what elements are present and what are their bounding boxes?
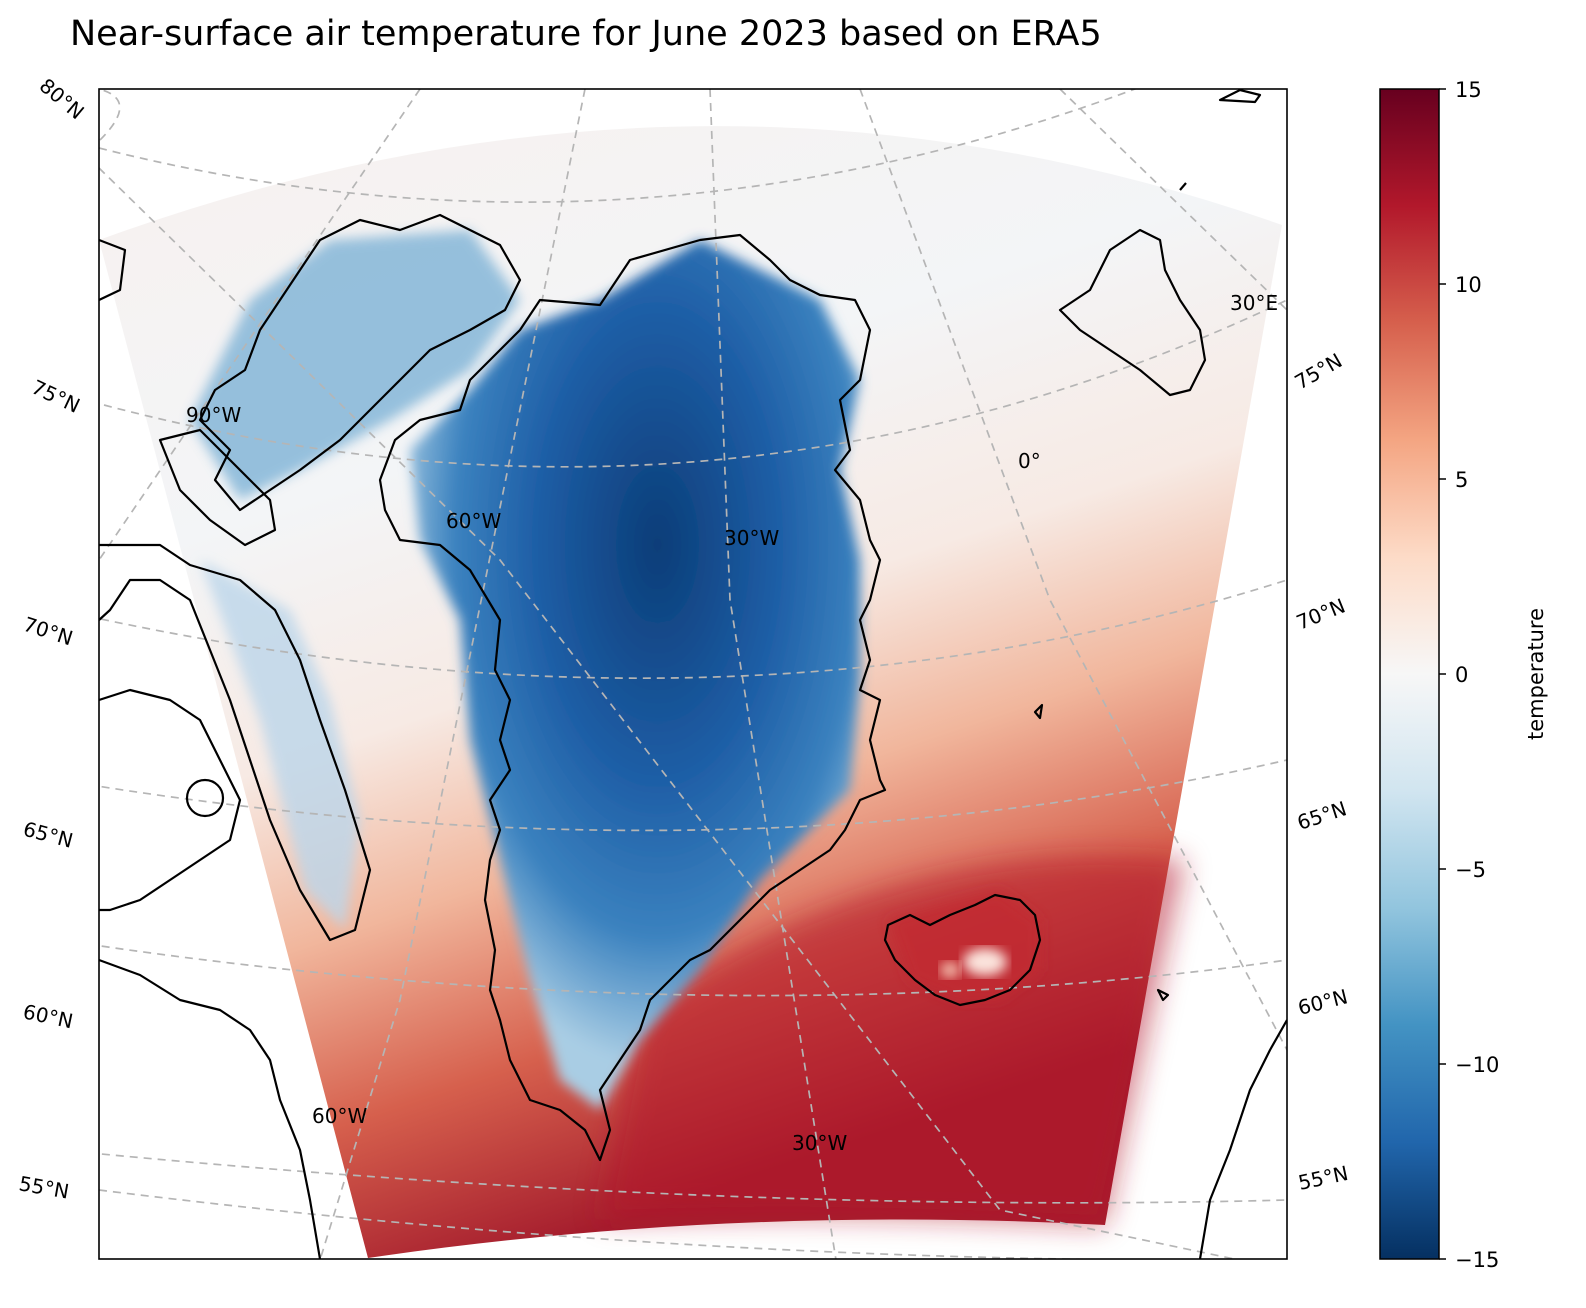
lat-label: 65°N: [21, 817, 76, 853]
colorbar: 15 10 5 0 −5 −10 −15 temperature: [1379, 78, 1548, 1272]
colorbar-tick: −10: [1455, 1053, 1499, 1077]
colorbar-label: temperature: [1524, 608, 1548, 740]
cool-region-ellesmere: [190, 230, 520, 500]
lat-label: 65°N: [1294, 796, 1349, 834]
lon-label: 30°E: [1230, 291, 1278, 315]
nw-islands: [99, 238, 127, 301]
lat-label: 60°N: [21, 999, 75, 1033]
lat-label: 70°N: [20, 612, 75, 650]
labrador-coast: [99, 958, 322, 1259]
lat-label: 70°N: [1293, 593, 1349, 634]
norway-coast: [1198, 1019, 1287, 1259]
baffin-coast: [99, 543, 372, 942]
colorbar-tick: −15: [1455, 1248, 1499, 1272]
lon-label: 30°W: [724, 526, 779, 550]
lat-labels-right: 75°N 70°N 65°N 60°N 55°N: [1291, 348, 1351, 1195]
cool-region-baffin: [200, 560, 360, 930]
greenland-coast: [378, 233, 887, 1162]
lat-label: 60°N: [1295, 984, 1350, 1019]
colorbar-gradient: [1379, 88, 1440, 1260]
faroe: [1156, 988, 1170, 1002]
lon-label: 60°W: [312, 1104, 367, 1128]
hudson-coast: [99, 688, 242, 912]
lon-label: 90°W: [186, 403, 241, 427]
lake-outline: [185, 778, 225, 818]
lon-labels: 30°E 0° 90°W 60°W 30°W 60°W 30°W: [186, 291, 1278, 1155]
colorbar-tick: 10: [1455, 273, 1482, 297]
franz-josef: [1179, 182, 1187, 191]
colorbar-tick: 0: [1455, 663, 1468, 687]
lon-label: 60°W: [446, 509, 501, 533]
lon-label: 0°: [1018, 449, 1041, 473]
map-title: Near-surface air temperature for June 20…: [70, 14, 1102, 54]
lat-label: 75°N: [1291, 348, 1347, 394]
map-area: [99, 89, 1287, 1259]
lat-label: 55°N: [17, 1171, 71, 1203]
map-frame: [98, 88, 1288, 1260]
colorbar-tick: −5: [1455, 858, 1486, 882]
ellesmere-coast: [198, 213, 522, 512]
devon-coast: [158, 428, 277, 547]
graticule: [99, 89, 1287, 1259]
lat-labels-left: 80°N 75°N 70°N 65°N 60°N 55°N: [17, 73, 89, 1203]
colorbar-tick: 5: [1455, 468, 1468, 492]
svalbard-coast: [1058, 228, 1207, 397]
jan-mayen: [1033, 703, 1044, 720]
iceland-coast: [883, 893, 1042, 1007]
lon-label: 30°W: [792, 1131, 847, 1155]
coastlines: [99, 89, 1287, 1259]
lat-label: 80°N: [35, 73, 89, 124]
lat-label: 55°N: [1296, 1161, 1350, 1195]
colorbar-tick: 15: [1455, 78, 1482, 102]
lat-label: 75°N: [28, 375, 84, 418]
iceland-field: [888, 890, 1040, 1000]
north-islands: [1218, 89, 1262, 104]
